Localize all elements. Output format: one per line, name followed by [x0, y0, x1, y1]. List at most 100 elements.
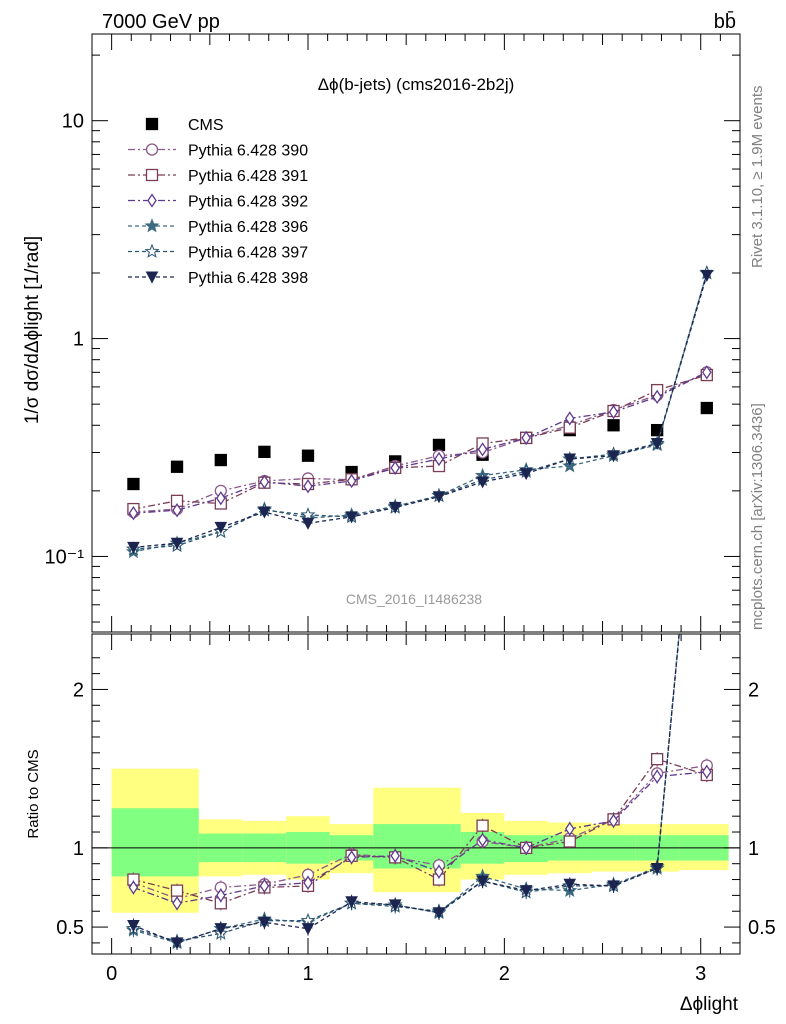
- ratio-data-point: [390, 848, 400, 863]
- series-line: [133, 371, 708, 513]
- ratio-data-point: [607, 880, 620, 893]
- ratio-axis-ticks: 0.5 0.5 1 1 2 2 0 1 2 3: [56, 634, 776, 985]
- x-axis-label: Δϕlight: [680, 994, 739, 1015]
- ratio-data-point: [608, 813, 619, 829]
- ratio-data-point: [650, 862, 664, 876]
- ratio-data-point: [563, 835, 576, 848]
- legend-marker: [145, 117, 159, 131]
- series-pythia-6-428-396: [125, 265, 715, 559]
- data-point: [432, 438, 446, 452]
- ratio-data-point: [477, 832, 488, 848]
- data-point: [434, 451, 444, 467]
- series-line: [133, 275, 708, 549]
- data-point: [127, 541, 140, 555]
- ratio-series-line: [133, 634, 680, 944]
- main-series-layer: [125, 265, 715, 559]
- legend-marker: [147, 193, 157, 208]
- ratio-data-point: [216, 888, 226, 903]
- ratio-data-point: [652, 769, 662, 784]
- legend-item: Pythia 6.428 398: [128, 270, 308, 287]
- x-tick-label: 0: [106, 963, 117, 985]
- ratio-series-line: [133, 758, 707, 904]
- main-frame: [91, 33, 741, 633]
- ratio-y-tick-label: 2: [73, 679, 84, 701]
- ratio-data-point: [346, 850, 357, 865]
- energy-label: 7000 GeV pp: [102, 11, 220, 33]
- x-tick-label: 1: [302, 963, 313, 985]
- data-point: [301, 449, 315, 462]
- main-y-tick-label: 10: [62, 111, 84, 133]
- legend-label: Pythia 6.428 390: [188, 143, 308, 160]
- ratio-y-tick-label: 1: [73, 838, 84, 860]
- legend-marker: [145, 271, 159, 284]
- data-point: [388, 501, 402, 514]
- series-pythia-6-428-390: [127, 366, 713, 519]
- legend-marker: [145, 143, 159, 156]
- ratio-y-tick-label-right: 0.5: [748, 917, 776, 939]
- ratio-uncertainty-bands: [111, 768, 729, 913]
- ratio-data-point: [345, 896, 358, 909]
- ratio-y-tick-label-right: 2: [748, 679, 759, 701]
- ratio-data-point: [214, 923, 228, 936]
- x-tick-label: 3: [695, 963, 706, 985]
- data-point: [170, 537, 184, 550]
- data-point: [519, 468, 533, 481]
- inner-band: [111, 808, 199, 877]
- data-point: [476, 476, 489, 489]
- data-point: [563, 453, 577, 466]
- ratio-series-line: [133, 771, 707, 904]
- ratio-data-point: [128, 880, 139, 895]
- ratio-y-axis-label: Ratio to CMS: [25, 749, 42, 838]
- data-point: [607, 450, 620, 463]
- series-pythia-6-428-397: [125, 265, 715, 556]
- legend-item: Pythia 6.428 392: [128, 193, 308, 211]
- ratio-y-tick-label-right: 1: [748, 838, 759, 860]
- ratio-series-pythia-6-428-398: [127, 634, 680, 950]
- legend: CMS Pythia 6.428 390 Pythia 6.428 391 Pythi…: [128, 117, 308, 287]
- data-point: [172, 503, 182, 518]
- legend-item: Pythia 6.428 396: [128, 218, 308, 236]
- legend-label: Pythia 6.428 397: [188, 245, 308, 262]
- main-chart-title: Δϕ(b-jets) (cms2016-2b2j): [318, 75, 515, 94]
- x-tick-label: 2: [499, 963, 510, 985]
- ratio-data-point: [434, 864, 444, 879]
- legend-marker: [144, 243, 160, 258]
- legend-marker: [144, 218, 160, 233]
- data-point: [650, 437, 664, 451]
- rivet-label: Rivet 3.1.10, ≥ 1.9M events: [749, 86, 766, 269]
- ratio-data-point: [127, 919, 140, 933]
- data-point: [214, 521, 228, 534]
- data-point: [346, 473, 357, 489]
- ratio-data-point: [476, 819, 489, 832]
- legend-item: Pythia 6.428 390: [128, 143, 308, 160]
- ratio-data-point: [170, 937, 184, 950]
- main-axis-ticks: 10⁻¹ 1 10: [45, 34, 740, 632]
- data-point: [564, 411, 575, 426]
- legend-label: Pythia 6.428 398: [188, 270, 308, 287]
- legend-label: Pythia 6.428 392: [188, 194, 308, 211]
- data-point: [128, 505, 139, 521]
- data-point: [345, 511, 358, 524]
- series-pythia-6-428-398: [127, 269, 714, 555]
- ratio-data-point: [521, 840, 531, 856]
- data-point: [521, 430, 531, 446]
- ratio-data-point: [259, 878, 270, 894]
- ratio-data-point: [650, 752, 664, 766]
- ratio-data-point: [301, 923, 315, 936]
- data-point: [258, 506, 271, 519]
- ratio-frame: [91, 633, 741, 955]
- series-cms: [127, 401, 713, 491]
- ratio-data-point: [388, 899, 402, 912]
- ratio-data-point: [172, 896, 182, 911]
- data-point: [170, 460, 184, 473]
- data-point: [127, 477, 140, 491]
- legend-label: CMS: [188, 117, 224, 134]
- legend-marker: [145, 168, 159, 182]
- main-y-tick-label: 1: [73, 329, 84, 351]
- ratio-data-point: [563, 878, 577, 891]
- ratio-data-point: [564, 821, 575, 837]
- series-line: [133, 374, 707, 510]
- mcplots-label: mcplots.cern.ch [arXiv:1306.3436]: [749, 403, 766, 630]
- ratio-series-layer: [125, 634, 713, 950]
- ratio-panel: 0.5 0.5 1 1 2 2 0 1 2 3 Ratio to CMS Δϕlight: [25, 633, 776, 1015]
